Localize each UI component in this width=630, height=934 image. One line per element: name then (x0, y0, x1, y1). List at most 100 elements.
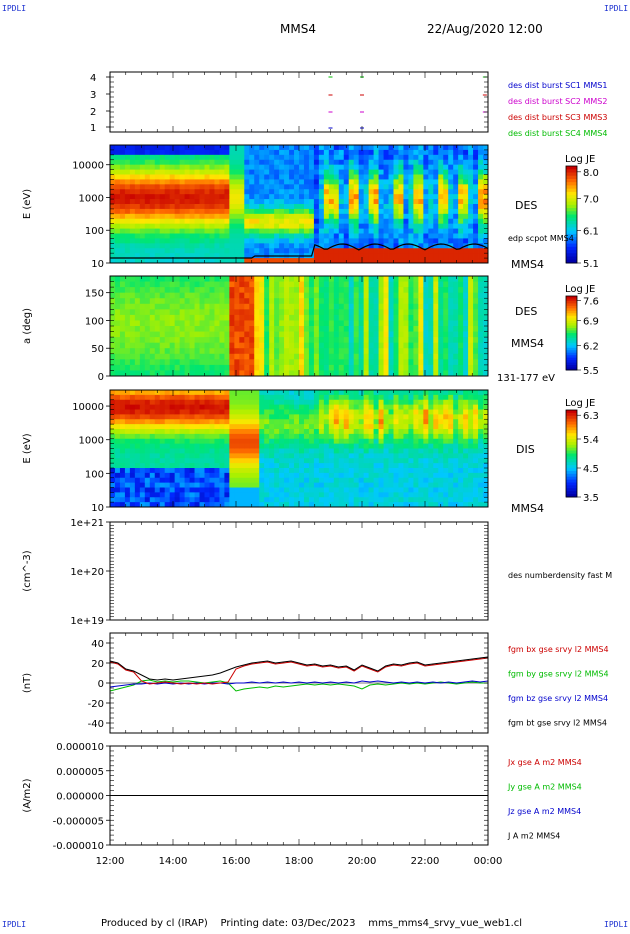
colorbar-tick-label: 6.2 (583, 341, 599, 352)
corner-label-top-left: IPDLI (2, 4, 27, 13)
footer-produced-by: Produced by cl (IRAP) (101, 918, 208, 929)
bfield-series-bx (109, 657, 489, 685)
bfield-ytick-label: 20 (91, 659, 104, 670)
des-energy-scpot-label: edp scpot MMS4 (508, 234, 574, 243)
time-axis-tick-label: 22:00 (411, 856, 440, 867)
bfield-ylabel: (nT) (22, 673, 33, 693)
axis-minor-ticks (109, 71, 489, 133)
footer-filename: mms_mms4_srvy_vue_web1.cl (368, 918, 523, 929)
bfield-ytick-label: -20 (88, 699, 104, 710)
dis-energy-ylabel: E (eV) (22, 433, 33, 463)
colorbar-tick-label: 6.9 (583, 317, 599, 328)
bfield-legend-entry: fgm by gse srvy l2 MMS4 (508, 670, 609, 679)
axis-minor-ticks (109, 632, 489, 734)
spacecraft-title: MMS4 (280, 22, 316, 36)
colorbar-tick-label: 5.4 (583, 435, 599, 446)
des-pitch-colorbar (565, 295, 581, 371)
des-energy-ytick-label: 100 (85, 226, 104, 237)
time-axis-tick-label: 18:00 (285, 856, 314, 867)
dis-energy-colorbar (565, 409, 581, 498)
current-ylabel: (A/m2) (22, 778, 33, 812)
dis-energy-ytick-label: 100 (85, 469, 104, 480)
des-energy-ytick-label: 10000 (72, 161, 104, 172)
bfield-legend-entry: fgm bz gse srvy l2 MMS4 (508, 694, 608, 703)
colorbar-tick-label: 7.6 (583, 296, 599, 307)
burst-ytick-label: 2 (90, 107, 96, 118)
plot-area: 1 2 3 4 des dist burst SC1 MMS1 des dist burs… (22, 71, 612, 867)
des-pitch-instrument-label: DES (515, 305, 537, 318)
des-pitch-energy-range: 131-177 eV (497, 373, 555, 384)
des-pitch-sc-label: MMS4 (511, 337, 544, 350)
burst-ytick-label: 1 (90, 123, 96, 134)
burst-legend-entry: des dist burst SC4 MMS4 (508, 129, 607, 138)
bfield-ytick-label: 40 (91, 639, 104, 650)
bfield-frame (109, 632, 489, 734)
density-ytick-label: 1e+21 (70, 518, 104, 529)
bfield-legend-entry: fgm bx gse srvy l2 MMS4 (508, 645, 609, 654)
des-energy-ylabel: E (eV) (22, 189, 33, 219)
density-legend-entry: des numberdensity fast M (508, 571, 612, 580)
des-energy-instrument-label: DES (515, 199, 537, 212)
current-legend-entry: Jz gse A m2 MMS4 (507, 807, 581, 816)
dis-energy-instrument-label: DIS (516, 443, 535, 456)
corner-label-bottom-left: IPDLI (2, 920, 27, 929)
corner-label-bottom-right: IPDLI (604, 920, 629, 929)
burst-ytick-label: 3 (90, 90, 96, 101)
current-legend-entry: Jy gse A m2 MMS4 (507, 783, 582, 792)
density-frame (109, 521, 489, 621)
des-energy-colorbar (565, 165, 581, 264)
burst-panel-frame (109, 71, 489, 133)
colorbar-tick-label: 8.0 (583, 168, 599, 179)
colorbar-tick-label: 4.5 (583, 464, 599, 475)
dis-energy-spectrogram (110, 390, 489, 508)
density-ylabel: (cm^-3) (22, 550, 33, 591)
des-energy-spectrogram (110, 145, 489, 264)
time-axis-tick-label: 20:00 (348, 856, 377, 867)
footer-printing-date: Printing date: 03/Dec/2023 (220, 918, 356, 929)
burst-legend-entry: des dist burst SC2 MMS2 (508, 97, 607, 106)
colorbar-tick-label: 6.3 (583, 411, 599, 422)
des-pitch-frame (109, 275, 489, 377)
time-axis-tick-label: 16:00 (222, 856, 251, 867)
current-frame (109, 745, 489, 846)
burst-legend-entry: des dist burst SC1 MMS1 (508, 81, 607, 90)
current-ytick-label: -0.000010 (53, 841, 104, 852)
current-ytick-label: 0.000000 (56, 792, 104, 803)
colorbar-label: Log JE (565, 398, 595, 409)
des-energy-frame (109, 144, 489, 264)
burst-ytick-label: 4 (90, 73, 96, 84)
axis-minor-ticks (109, 521, 489, 621)
colorbar-tick-label: 6.1 (583, 227, 599, 238)
bfield-series-bz (109, 680, 489, 688)
datetime-title: 22/Aug/2020 12:00 (427, 22, 543, 36)
des-pitch-ytick-label: 100 (85, 316, 104, 327)
des-pitch-ytick-label: 150 (85, 289, 104, 300)
time-axis-tick-label: 12:00 (96, 856, 125, 867)
colorbar-label: Log JE (565, 284, 595, 295)
dis-energy-ytick-label: 1000 (79, 436, 104, 447)
des-pitch-spectrogram (110, 276, 489, 377)
des-energy-sc-label: MMS4 (511, 258, 544, 271)
corner-label-top-right: IPDLI (604, 4, 629, 13)
footer: Produced by cl (IRAP) Printing date: 03/… (101, 918, 522, 929)
dis-energy-ytick-label: 10 (91, 503, 104, 514)
des-energy-ytick-label: 10 (91, 259, 104, 270)
bfield-series-by (109, 679, 488, 692)
colorbar-tick-label: 5.5 (583, 366, 599, 377)
density-ytick-label: 1e+19 (70, 616, 104, 627)
des-pitch-ytick-label: 0 (98, 372, 104, 383)
current-legend-entry: J A m2 MMS4 (507, 832, 560, 841)
current-ytick-label: 0.000005 (56, 767, 104, 778)
current-legend-entry: Jx gse A m2 MMS4 (507, 758, 582, 767)
time-axis-tick-label: 00:00 (474, 856, 503, 867)
des-pitch-ytick-label: 50 (91, 344, 104, 355)
current-ytick-label: 0.000010 (56, 742, 104, 753)
bfield-series-bt (109, 656, 489, 681)
dis-energy-ytick-label: 10000 (72, 402, 104, 413)
colorbar-tick-label: 7.0 (583, 194, 599, 205)
time-axis-tick-label: 14:00 (159, 856, 188, 867)
colorbar-tick-label: 5.1 (583, 259, 599, 270)
dis-energy-sc-label: MMS4 (511, 502, 544, 515)
burst-legend-entry: des dist burst SC3 MMS3 (508, 113, 607, 122)
